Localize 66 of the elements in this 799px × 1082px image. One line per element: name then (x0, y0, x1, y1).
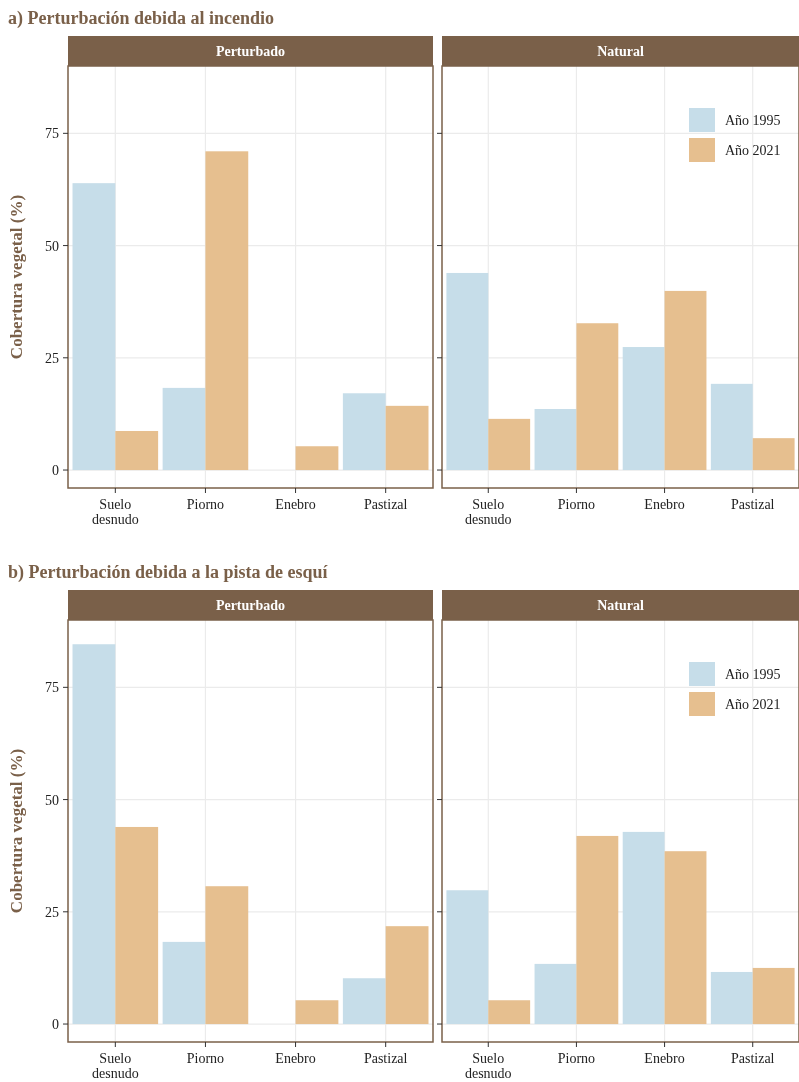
bar (342, 978, 386, 1025)
y-tick-label: 25 (45, 350, 59, 366)
bar (576, 835, 619, 1025)
legend-label: Año 1995 (725, 113, 781, 128)
bar (205, 886, 249, 1025)
chart-title: a) Perturbación debida al incendio (8, 8, 275, 29)
legend-label: Año 2021 (725, 697, 781, 712)
bar (488, 1000, 531, 1025)
y-tick-label: 50 (45, 238, 59, 254)
y-axis-title: Cobertura vegetal (%) (7, 194, 26, 360)
x-tick-label: Enebro (275, 1051, 316, 1066)
x-tick-label: Suelo desnudo (464, 497, 512, 527)
bar (162, 387, 206, 471)
y-tick-label: 25 (45, 904, 59, 920)
x-tick-label: Piorno (557, 497, 596, 512)
y-tick-label: 75 (45, 680, 59, 696)
bar (446, 890, 489, 1025)
bar (752, 967, 795, 1025)
x-tick-label: Pastizal (730, 1051, 775, 1066)
bar (385, 926, 429, 1025)
bar (295, 1000, 339, 1025)
y-tick-label: 50 (45, 792, 59, 808)
bar (385, 405, 429, 471)
chart-title: b) Perturbación debida a la pista de esquí (8, 562, 329, 583)
bar (664, 290, 707, 471)
bar (295, 446, 339, 471)
chart-subtitle: Natural (597, 598, 644, 613)
chart-subtitle: Natural (597, 44, 644, 59)
bar (752, 438, 795, 471)
bar (710, 383, 753, 471)
bar (205, 151, 249, 471)
bar (115, 430, 159, 471)
bar (622, 347, 665, 471)
x-tick-label: Suelo desnudo (464, 1051, 512, 1081)
y-tick-label: 0 (52, 463, 59, 479)
bar (446, 272, 489, 471)
chart-subtitle: Perturbado (215, 44, 286, 59)
legend-label: Año 1995 (725, 667, 781, 682)
x-tick-label: Pastizal (363, 497, 408, 512)
x-tick-label: Suelo desnudo (91, 1051, 139, 1081)
y-axis-title: Cobertura vegetal (%) (7, 748, 26, 914)
x-tick-label: Piorno (186, 497, 225, 512)
x-tick-label: Suelo desnudo (91, 497, 139, 527)
x-tick-label: Enebro (644, 1051, 685, 1066)
x-tick-label: Enebro (275, 497, 316, 512)
bar (534, 408, 577, 471)
bar (72, 644, 116, 1025)
y-tick-label: 75 (45, 126, 59, 142)
bar (115, 826, 159, 1025)
bar (488, 418, 531, 471)
bar (710, 971, 753, 1025)
bar (664, 851, 707, 1025)
x-tick-label: Pastizal (730, 497, 775, 512)
bar (576, 323, 619, 471)
bar (622, 831, 665, 1025)
bar (72, 183, 116, 471)
bar (162, 941, 206, 1025)
x-tick-label: Enebro (644, 497, 685, 512)
x-tick-label: Piorno (186, 1051, 225, 1066)
legend-label: Año 2021 (725, 143, 781, 158)
bar (534, 963, 577, 1025)
x-tick-label: Pastizal (363, 1051, 408, 1066)
bar (342, 393, 386, 471)
chart-subtitle: Perturbado (215, 598, 286, 613)
y-tick-label: 0 (52, 1017, 59, 1033)
x-tick-label: Piorno (557, 1051, 596, 1066)
